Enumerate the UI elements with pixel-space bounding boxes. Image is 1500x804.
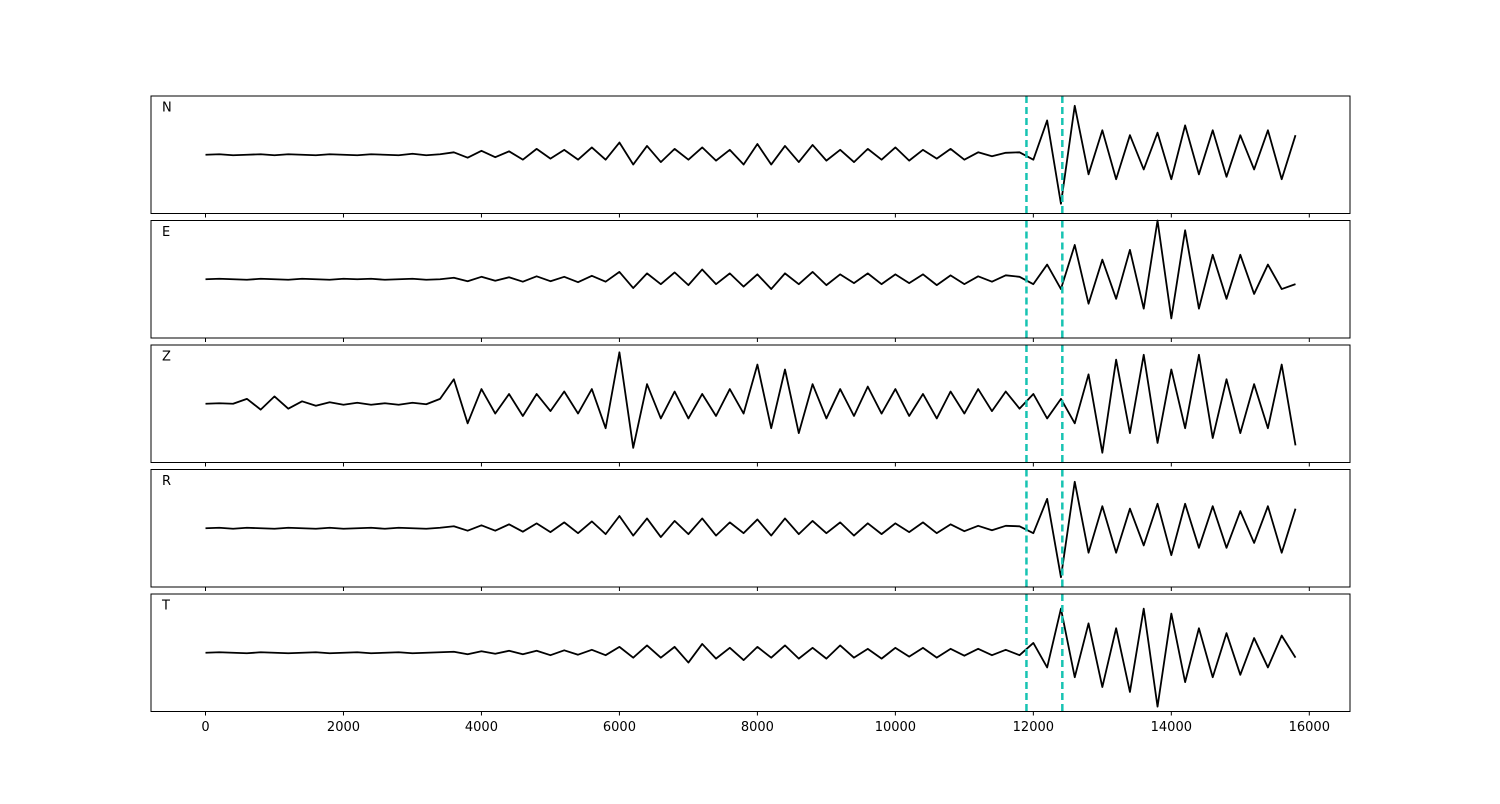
- x-tick-label: 4000: [465, 720, 498, 735]
- x-tick-label: 10000: [875, 720, 916, 735]
- panel-label: R: [162, 474, 171, 489]
- x-tick-label: 14000: [1151, 720, 1192, 735]
- panel-label: T: [161, 599, 170, 614]
- x-tick-label: 0: [201, 720, 209, 735]
- waveform: [205, 351, 1297, 454]
- panel-frame: [150, 593, 1351, 712]
- waveform: [205, 219, 1296, 320]
- x-tick-label: 16000: [1289, 720, 1330, 735]
- panel-frame: [150, 95, 1351, 214]
- panel-label: E: [162, 225, 170, 240]
- panel-label: Z: [162, 350, 171, 365]
- panel-label: N: [162, 101, 172, 116]
- waveform: [205, 480, 1297, 579]
- panel-frame: [150, 469, 1351, 588]
- x-tick-label: 2000: [327, 720, 360, 735]
- waveform: [205, 607, 1297, 708]
- waveform: [205, 104, 1297, 205]
- x-tick-label: 8000: [741, 720, 774, 735]
- panel-frame: [150, 220, 1351, 339]
- panel-frame: [150, 344, 1351, 463]
- x-tick-label: 6000: [603, 720, 636, 735]
- x-tick-label: 12000: [1013, 720, 1054, 735]
